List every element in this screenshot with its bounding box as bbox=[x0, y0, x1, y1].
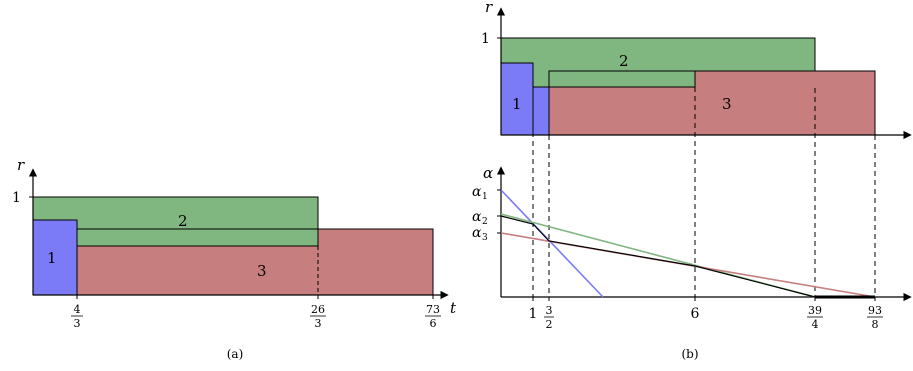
svg-text:3: 3 bbox=[315, 317, 322, 330]
b-bottom-y-axis-label: α bbox=[483, 164, 493, 182]
svg-text:6: 6 bbox=[430, 317, 437, 330]
region-a-2-label: 2 bbox=[178, 212, 188, 230]
a-x-tick-26-3: 26 3 bbox=[310, 303, 326, 330]
region-b-2-cover bbox=[549, 71, 695, 88]
panel-b-top: r 1 1 2 3 bbox=[481, 0, 912, 140]
b-x-tick-1: 1 bbox=[529, 306, 538, 322]
svg-text:4: 4 bbox=[812, 318, 819, 331]
region-a-1-label: 1 bbox=[47, 249, 57, 267]
svg-text:3: 3 bbox=[546, 304, 553, 317]
caption-a: (a) bbox=[227, 347, 244, 361]
region-b-1-step bbox=[533, 87, 549, 135]
b-x-tick-6: 6 bbox=[691, 306, 700, 322]
panel-a: r t 1 1 2 3 4 3 26 3 73 6 (a) bbox=[12, 156, 457, 361]
b-x-tick-39-4: 39 4 bbox=[807, 304, 823, 331]
a-x-tick-4-3: 4 3 bbox=[71, 303, 83, 330]
svg-text:α: α bbox=[472, 209, 482, 225]
region-b-1 bbox=[500, 62, 534, 136]
svg-text:2: 2 bbox=[546, 318, 553, 331]
region-b-3-label: 3 bbox=[722, 95, 732, 113]
b-top-y-tick-1: 1 bbox=[481, 31, 490, 47]
svg-text:39: 39 bbox=[808, 304, 822, 317]
svg-text:8: 8 bbox=[872, 318, 879, 331]
svg-text:α: α bbox=[472, 184, 482, 200]
b-y-tick-alpha1: α 1 bbox=[472, 184, 488, 202]
b-top-y-axis-label: r bbox=[485, 0, 493, 16]
svg-text:α: α bbox=[472, 225, 482, 241]
caption-b: (b) bbox=[681, 347, 698, 361]
a-x-tick-73-6: 73 6 bbox=[425, 303, 441, 330]
region-a-3-label: 3 bbox=[257, 262, 267, 280]
region-a-2-cover bbox=[77, 229, 318, 247]
svg-text:4: 4 bbox=[74, 303, 81, 316]
panel-b-bottom: α α 1 α 2 α 3 1 3 2 6 39 4 93 8 bbox=[472, 164, 912, 361]
svg-text:73: 73 bbox=[426, 303, 440, 316]
b-y-tick-alpha2: α 2 bbox=[472, 209, 488, 227]
svg-text:93: 93 bbox=[868, 304, 882, 317]
alpha-line-blue bbox=[500, 189, 604, 298]
a-x-axis-label: t bbox=[450, 299, 457, 317]
region-b-2-label: 2 bbox=[619, 52, 629, 70]
b-dashed-guides bbox=[532, 87, 876, 297]
b-x-tick-3-2: 3 2 bbox=[544, 304, 554, 331]
svg-text:3: 3 bbox=[74, 317, 81, 330]
svg-text:2: 2 bbox=[482, 217, 488, 227]
svg-text:26: 26 bbox=[311, 303, 325, 316]
b-x-tick-93-8: 93 8 bbox=[867, 304, 883, 331]
region-b-1-label: 1 bbox=[512, 95, 522, 113]
svg-text:1: 1 bbox=[482, 192, 488, 202]
a-y-tick-1: 1 bbox=[12, 190, 21, 206]
svg-text:3: 3 bbox=[482, 233, 488, 243]
a-y-axis-label: r bbox=[17, 156, 25, 174]
b-y-tick-alpha3: α 3 bbox=[472, 225, 488, 243]
